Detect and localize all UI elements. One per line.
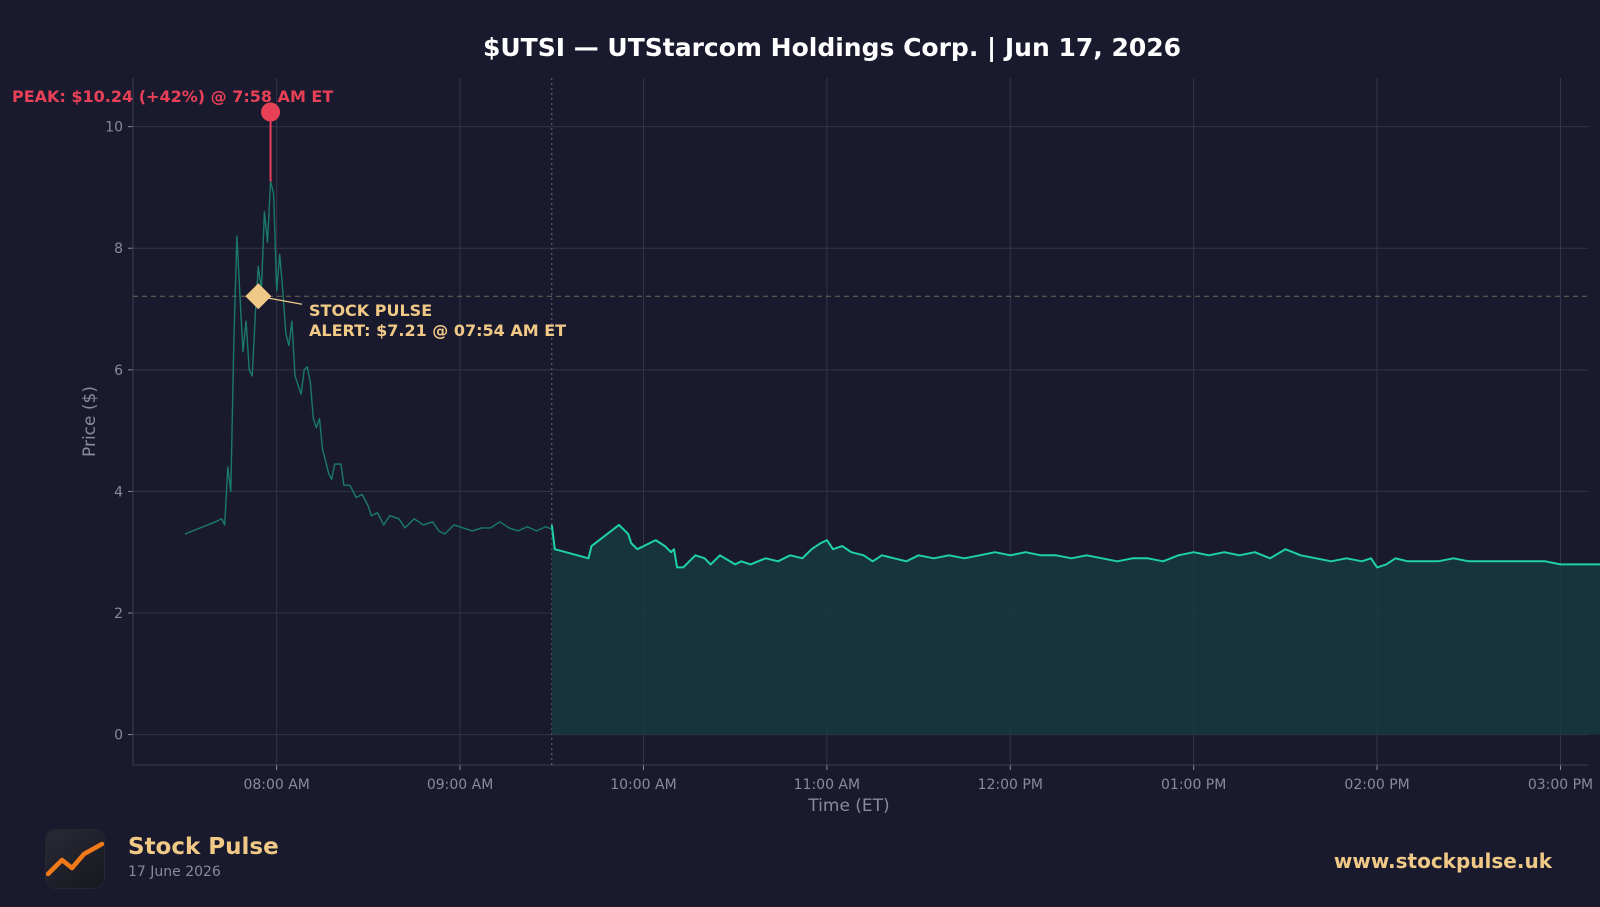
regular-session-line <box>550 523 1600 569</box>
y-tick-label: 4 <box>114 484 123 500</box>
x-tick-label: 01:00 PM <box>1161 777 1226 793</box>
brand-logo <box>46 830 104 888</box>
y-tick-label: 0 <box>114 728 123 744</box>
y-tick-label: 6 <box>114 363 123 379</box>
chart-trend-icon <box>46 841 104 877</box>
y-tick-label: 8 <box>114 241 123 257</box>
x-tick-label: 11:00 AM <box>794 777 860 793</box>
alert-marker <box>245 283 272 310</box>
alert-annotation-line: STOCK PULSE <box>309 301 432 320</box>
y-axis-label: Price ($) <box>80 386 100 457</box>
x-tick-label: 12:00 PM <box>978 777 1043 793</box>
x-tick-label: 02:00 PM <box>1344 777 1409 793</box>
peak-marker <box>261 102 281 122</box>
alert-annotation-line: ALERT: $7.21 @ 07:54 AM ET <box>309 321 566 340</box>
chart-title: $UTSI — UTStarcom Holdings Corp. | Jun 1… <box>483 33 1181 62</box>
brand-date: 17 June 2026 <box>128 864 221 880</box>
x-tick-label: 09:00 AM <box>427 777 493 793</box>
x-axis-label: Time (ET) <box>807 796 889 816</box>
x-tick-label: 08:00 AM <box>243 777 309 793</box>
brand-name: Stock Pulse <box>128 834 279 860</box>
website-link[interactable]: www.stockpulse.uk <box>1333 849 1552 873</box>
regular-session-area <box>551 524 1600 735</box>
x-tick-label: 03:00 PM <box>1528 777 1593 793</box>
x-tick-label: 10:00 AM <box>610 777 676 793</box>
premarket-line <box>184 180 553 535</box>
y-tick-label: 2 <box>114 606 123 622</box>
peak-annotation: PEAK: $10.24 (+42%) @ 7:58 AM ET <box>12 87 333 106</box>
y-tick-label: 10 <box>105 120 123 136</box>
